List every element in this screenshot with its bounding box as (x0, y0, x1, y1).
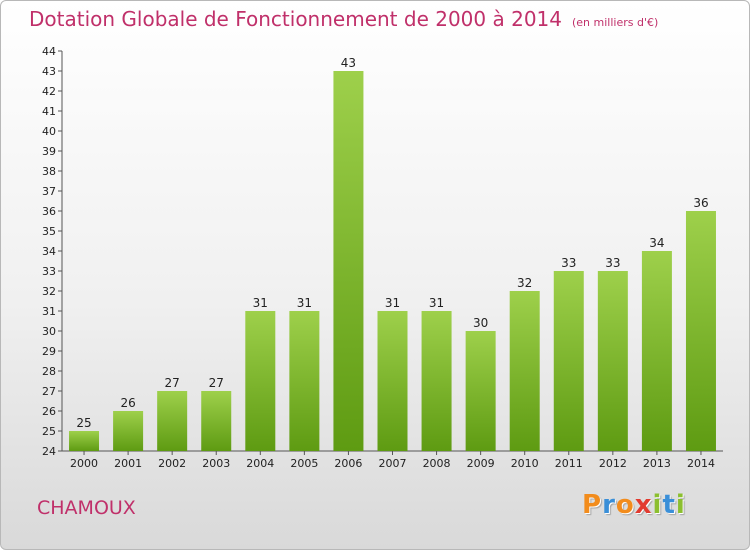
x-tick-label: 2006 (334, 457, 362, 470)
logo-letter: x (634, 490, 653, 520)
y-tick-label: 30 (42, 325, 56, 338)
value-label: 32 (517, 276, 532, 290)
value-label: 25 (76, 416, 91, 430)
x-tick-label: 2011 (555, 457, 583, 470)
y-tick-label: 36 (42, 205, 56, 218)
y-tick-label: 25 (42, 425, 56, 438)
x-tick-label: 2013 (643, 457, 671, 470)
logo-letter: r (602, 490, 616, 520)
logo-letter: o (615, 490, 635, 520)
bar-2004 (245, 311, 276, 451)
bar-2000 (69, 431, 100, 451)
bar-2012 (597, 271, 628, 451)
y-tick-label: 31 (42, 305, 56, 318)
logo-letter: i (652, 490, 663, 520)
bar-2001 (113, 411, 144, 451)
value-label: 31 (385, 296, 400, 310)
x-tick-label: 2003 (202, 457, 230, 470)
y-tick-label: 42 (42, 85, 56, 98)
y-tick-label: 37 (42, 185, 56, 198)
y-tick-label: 26 (42, 405, 56, 418)
y-tick-label: 43 (42, 65, 56, 78)
y-tick-label: 40 (42, 125, 56, 138)
y-tick-label: 39 (42, 145, 56, 158)
value-label: 33 (605, 256, 620, 270)
value-label: 31 (253, 296, 268, 310)
proxiti-logo: Proxiti (582, 490, 686, 520)
bar-2013 (641, 251, 672, 451)
axes: 24 25 26 27 28 29 30 31 32 33 34 35 36 37 38 39 40 41 42 43… (42, 45, 723, 470)
x-tick-label: 2001 (114, 457, 142, 470)
x-tick-label: 2012 (599, 457, 627, 470)
logo-letter: P (582, 490, 603, 520)
value-label: 26 (120, 396, 135, 410)
value-label: 27 (165, 376, 180, 390)
bar-2005 (289, 311, 320, 451)
bar-2007 (377, 311, 408, 451)
chart-title: Dotation Globale de Fonctionnement de 20… (29, 7, 658, 31)
value-label: 36 (693, 196, 708, 210)
value-label: 31 (297, 296, 312, 310)
y-tick-label: 38 (42, 165, 56, 178)
value-label: 30 (473, 316, 488, 330)
y-tick-label: 28 (42, 365, 56, 378)
value-label: 27 (209, 376, 224, 390)
y-tick-label: 29 (42, 345, 56, 358)
logo-letter: i (675, 490, 686, 520)
title-text: Dotation Globale de Fonctionnement de 20… (29, 7, 562, 31)
logo-letter: t (662, 490, 676, 520)
bar-2011 (553, 271, 584, 451)
bar-2010 (509, 291, 540, 451)
x-tick-label: 2008 (423, 457, 451, 470)
y-tick-label: 32 (42, 285, 56, 298)
x-tick-label: 2002 (158, 457, 186, 470)
y-tick-label: 34 (42, 245, 56, 258)
x-tick-label: 2014 (687, 457, 715, 470)
bar-2008 (421, 311, 452, 451)
x-tick-label: 2009 (467, 457, 495, 470)
y-tick-label: 33 (42, 265, 56, 278)
bar-2003 (201, 391, 232, 451)
bar-2002 (157, 391, 188, 451)
x-tick-label: 2005 (290, 457, 318, 470)
y-tick-label: 44 (42, 45, 56, 58)
y-tick-label: 35 (42, 225, 56, 238)
x-tick-label: 2010 (511, 457, 539, 470)
chart-subtitle: (en milliers d'€) (572, 16, 659, 29)
y-tick-label: 24 (42, 445, 56, 458)
commune-name: CHAMOUX (37, 497, 136, 519)
bars: 25 26 27 27 31 31 43 31 31 30 32 33 33 34 36 (69, 56, 716, 451)
bar-2006 (333, 71, 364, 451)
value-label: 31 (429, 296, 444, 310)
y-tick-label: 41 (42, 105, 56, 118)
y-tick-label: 27 (42, 385, 56, 398)
value-label: 34 (649, 236, 664, 250)
value-label: 43 (341, 56, 356, 70)
x-tick-label: 2007 (379, 457, 407, 470)
value-label: 33 (561, 256, 576, 270)
bar-2009 (465, 331, 496, 451)
bar-2014 (685, 211, 716, 451)
x-tick-label: 2004 (246, 457, 274, 470)
x-tick-label: 2000 (70, 457, 98, 470)
